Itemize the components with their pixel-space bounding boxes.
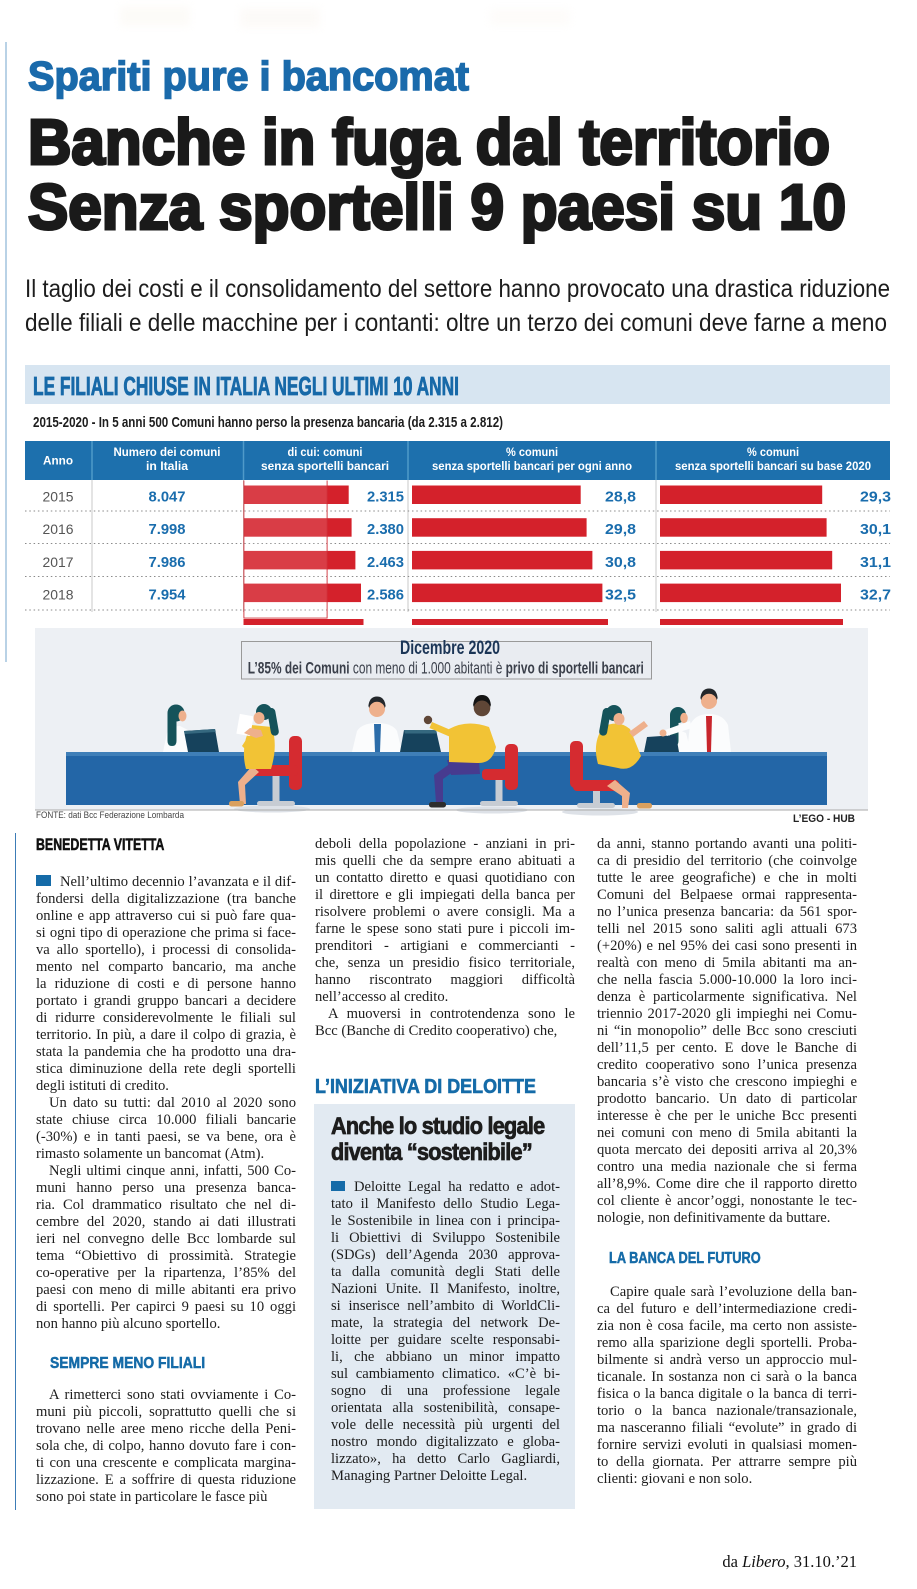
- svg-text:Senza sportelli 9 paesi su 10: Senza sportelli 9 paesi su 10: [28, 171, 846, 243]
- svg-text:% comuni: % comuni: [506, 447, 558, 459]
- svg-text:2015: 2015: [43, 490, 74, 505]
- svg-text:7.998: 7.998: [149, 522, 186, 538]
- svg-text:2018: 2018: [43, 588, 74, 603]
- svg-text:31,1: 31,1: [860, 555, 891, 571]
- svg-text:29,8: 29,8: [605, 522, 636, 538]
- svg-text:2.315: 2.315: [367, 490, 404, 506]
- svg-text:32,7: 32,7: [860, 588, 891, 604]
- svg-text:2.380: 2.380: [367, 522, 404, 538]
- svg-text:29,3: 29,3: [860, 490, 891, 506]
- svg-text:32,5: 32,5: [605, 588, 636, 604]
- svg-text:2.586: 2.586: [367, 588, 404, 604]
- svg-text:L’85% dei Comuni con meno di 1: L’85% dei Comuni con meno di 1.000 abita…: [248, 658, 644, 677]
- svg-text:FONTE: dati Bcc Federazione Lo: FONTE: dati Bcc Federazione Lombarda: [36, 810, 185, 821]
- svg-text:LE FILIALI CHIUSE IN ITALIA NE: LE FILIALI CHIUSE IN ITALIA NEGLI ULTIMI…: [33, 371, 459, 401]
- svg-text:delle filiali e delle macchine: delle filiali e delle macchine per i con…: [25, 309, 887, 337]
- svg-text:Dicembre 2020: Dicembre 2020: [400, 638, 500, 659]
- svg-text:2016: 2016: [43, 522, 74, 537]
- svg-text:2017: 2017: [43, 555, 74, 570]
- svg-text:2.463: 2.463: [367, 555, 404, 571]
- svg-text:30,1: 30,1: [860, 522, 891, 538]
- svg-text:in Italia: in Italia: [146, 461, 189, 473]
- svg-text:Numero dei comuni: Numero dei comuni: [114, 447, 221, 459]
- svg-text:L’EGO - HUB: L’EGO - HUB: [793, 813, 855, 825]
- svg-text:Anno: Anno: [43, 456, 73, 468]
- svg-text:di cui: comuni: di cui: comuni: [288, 447, 363, 459]
- svg-text:Banche in fuga dal territorio: Banche in fuga dal territorio: [28, 106, 830, 178]
- svg-text:% comuni: % comuni: [747, 447, 799, 459]
- svg-text:8.047: 8.047: [149, 490, 186, 506]
- svg-text:7.986: 7.986: [149, 555, 186, 571]
- svg-text:Spariti pure i bancomat: Spariti pure i bancomat: [28, 53, 469, 99]
- svg-text:28,8: 28,8: [605, 490, 636, 506]
- svg-text:senza sportelli bancari: senza sportelli bancari: [261, 461, 389, 473]
- svg-text:senza sportelli bancari su bas: senza sportelli bancari su base 2020: [675, 461, 871, 473]
- svg-text:senza sportelli bancari per og: senza sportelli bancari per ogni anno: [432, 461, 632, 473]
- svg-text:Il taglio dei costi e il conso: Il taglio dei costi e il consolidamento …: [25, 275, 890, 303]
- svg-text:30,8: 30,8: [605, 555, 636, 571]
- svg-text:7.954: 7.954: [149, 588, 186, 604]
- svg-text:2015-2020 - In 5 anni 500 Comu: 2015-2020 - In 5 anni 500 Comuni hanno p…: [33, 414, 503, 431]
